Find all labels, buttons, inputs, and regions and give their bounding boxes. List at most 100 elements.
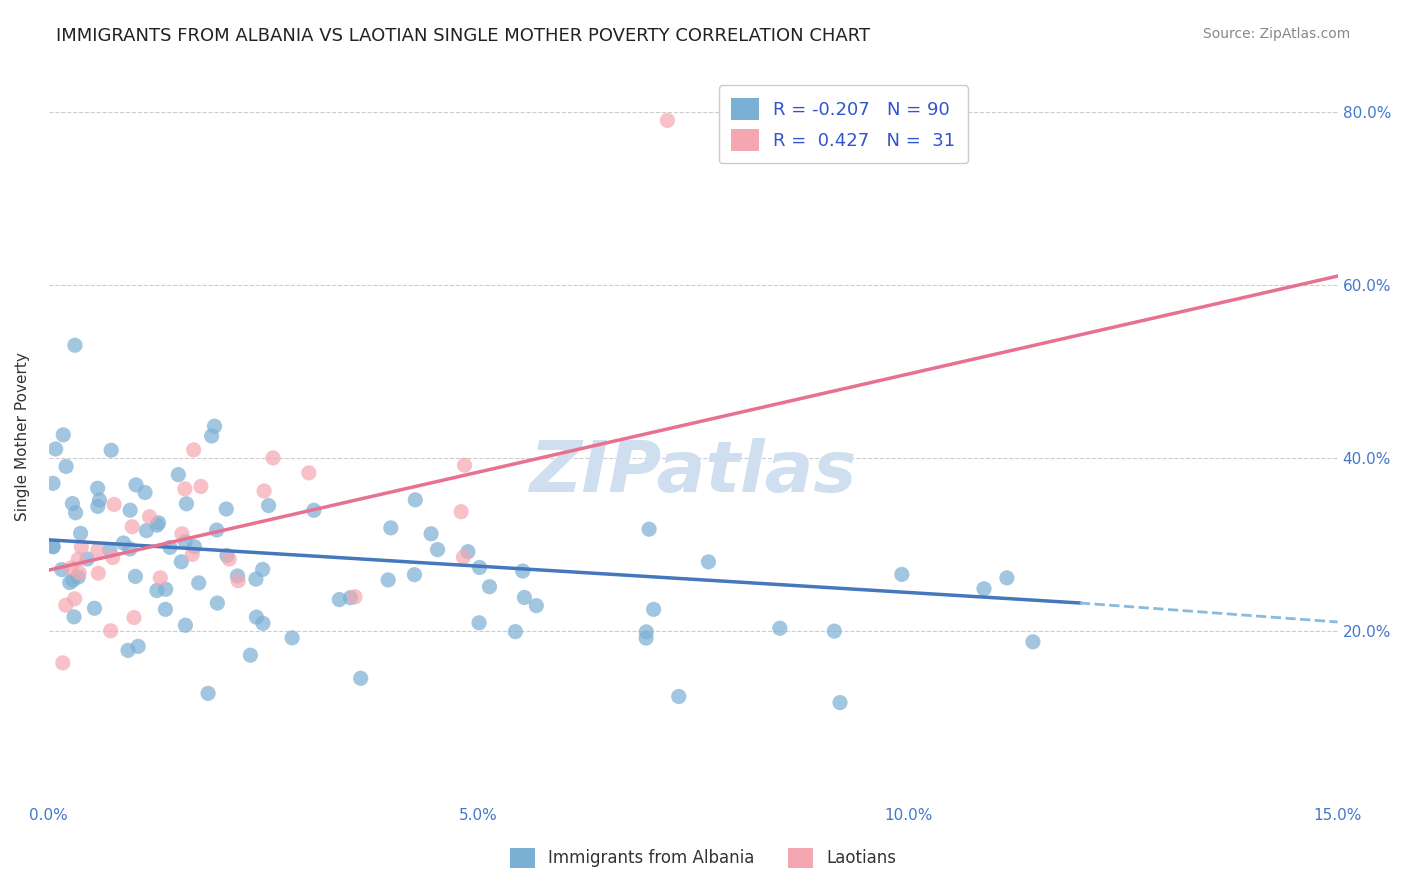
Point xyxy=(83,601,105,615)
Point xyxy=(769,621,792,635)
Point xyxy=(468,560,491,574)
Point xyxy=(668,690,690,704)
Point xyxy=(226,569,249,583)
Text: ZIPatlas: ZIPatlas xyxy=(530,438,856,508)
Point xyxy=(103,497,125,511)
Point xyxy=(146,518,169,533)
Point xyxy=(218,552,240,566)
Point xyxy=(343,590,366,604)
Point xyxy=(124,569,146,583)
Point xyxy=(638,522,661,536)
Point xyxy=(828,696,851,710)
Point xyxy=(183,442,205,457)
Point xyxy=(302,503,325,517)
Point xyxy=(380,521,402,535)
Point xyxy=(42,540,65,554)
Point xyxy=(404,492,426,507)
Point xyxy=(890,567,912,582)
Point xyxy=(118,541,141,556)
Point xyxy=(62,573,84,587)
Point xyxy=(252,616,274,631)
Point xyxy=(42,476,65,491)
Point xyxy=(697,555,720,569)
Point xyxy=(87,500,110,514)
Point xyxy=(187,575,209,590)
Point xyxy=(636,624,658,639)
Point xyxy=(62,497,84,511)
Point xyxy=(51,563,73,577)
Point xyxy=(67,552,90,566)
Point xyxy=(478,580,501,594)
Point xyxy=(70,540,93,554)
Point xyxy=(657,113,679,128)
Point xyxy=(159,541,181,555)
Point xyxy=(377,573,399,587)
Y-axis label: Single Mother Poverty: Single Mother Poverty xyxy=(15,351,30,521)
Point xyxy=(190,479,212,493)
Point xyxy=(55,599,77,613)
Point xyxy=(87,566,110,581)
Point xyxy=(100,443,122,458)
Point xyxy=(995,571,1018,585)
Point xyxy=(65,506,87,520)
Text: Source: ZipAtlas.com: Source: ZipAtlas.com xyxy=(1202,27,1350,41)
Point xyxy=(1022,635,1045,649)
Point xyxy=(149,571,172,585)
Point xyxy=(253,483,276,498)
Point xyxy=(67,566,90,580)
Point xyxy=(245,610,267,624)
Point xyxy=(513,591,536,605)
Point xyxy=(134,485,156,500)
Point xyxy=(350,671,373,685)
Point xyxy=(52,656,75,670)
Point xyxy=(245,572,267,586)
Point xyxy=(823,624,845,639)
Point xyxy=(257,499,280,513)
Point xyxy=(404,567,426,582)
Point xyxy=(125,478,148,492)
Point xyxy=(87,543,110,558)
Point xyxy=(55,459,77,474)
Point xyxy=(215,549,238,563)
Point xyxy=(450,505,472,519)
Point xyxy=(636,631,658,645)
Point xyxy=(204,419,226,434)
Point xyxy=(339,591,361,605)
Point xyxy=(63,591,86,606)
Point xyxy=(122,610,145,624)
Point xyxy=(100,624,122,638)
Point xyxy=(167,467,190,482)
Point xyxy=(643,602,665,616)
Point xyxy=(453,458,475,473)
Point xyxy=(174,534,197,549)
Point xyxy=(426,542,449,557)
Point xyxy=(69,526,91,541)
Point xyxy=(181,548,204,562)
Point xyxy=(239,648,262,663)
Point xyxy=(207,596,229,610)
Point xyxy=(52,428,75,442)
Point xyxy=(63,338,86,352)
Point xyxy=(420,526,443,541)
Point xyxy=(328,592,350,607)
Point xyxy=(112,536,135,550)
Point xyxy=(173,482,195,496)
Point xyxy=(138,509,160,524)
Point xyxy=(45,442,67,456)
Point xyxy=(197,686,219,700)
Point xyxy=(121,519,143,533)
Point xyxy=(98,543,121,558)
Point xyxy=(135,524,157,538)
Point xyxy=(117,643,139,657)
Point xyxy=(89,493,111,508)
Text: IMMIGRANTS FROM ALBANIA VS LAOTIAN SINGLE MOTHER POVERTY CORRELATION CHART: IMMIGRANTS FROM ALBANIA VS LAOTIAN SINGL… xyxy=(56,27,870,45)
Point xyxy=(76,552,98,566)
Point xyxy=(183,540,205,554)
Point xyxy=(215,502,238,516)
Point xyxy=(59,575,82,590)
Point xyxy=(120,503,142,517)
Point xyxy=(148,516,170,530)
Legend: R = -0.207   N = 90, R =  0.427   N =  31: R = -0.207 N = 90, R = 0.427 N = 31 xyxy=(718,85,967,163)
Point xyxy=(42,540,65,554)
Point xyxy=(512,564,534,578)
